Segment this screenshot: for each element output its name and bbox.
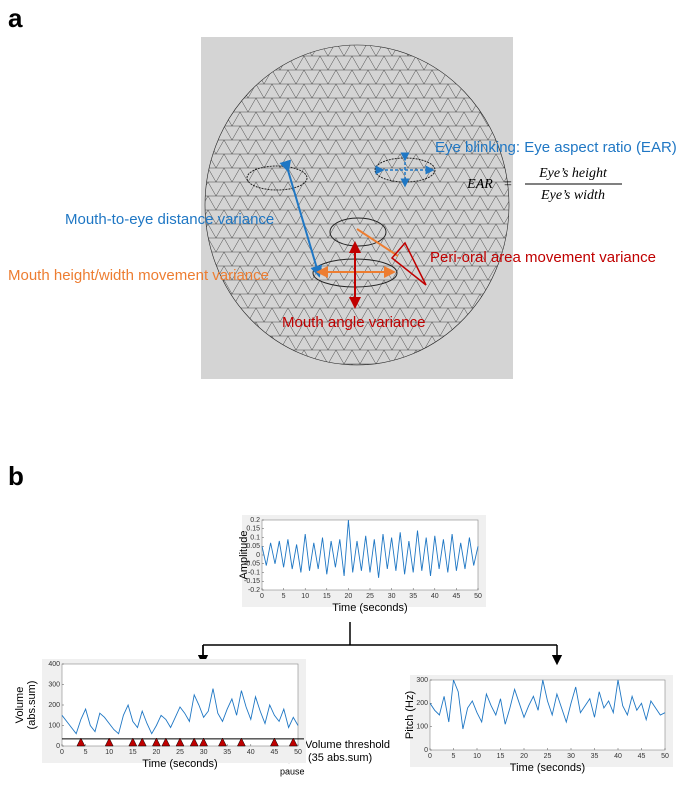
x-tick-label: 10	[473, 753, 481, 760]
y-tick-label: -0.1	[248, 569, 260, 576]
annotation: Mouth angle variance	[282, 314, 425, 331]
pause-marker	[199, 737, 209, 747]
formula-lhs: EAR	[466, 177, 493, 192]
peri-oral-area	[390, 241, 427, 286]
x-tick-label: 25	[544, 753, 552, 760]
pause-marker	[288, 737, 298, 747]
pause-marker	[175, 737, 185, 747]
x-tick-label: 30	[567, 753, 575, 760]
y-tick-label: 0.05	[246, 543, 260, 550]
x-axis-label: Time (seconds)	[142, 758, 217, 770]
x-tick-label: 0	[428, 753, 432, 760]
x-tick-label: 10	[105, 749, 113, 756]
x-tick-label: 15	[497, 753, 505, 760]
y-axis-label: (abs.sum)	[26, 681, 38, 730]
y-tick-label: 0	[424, 747, 428, 754]
pause-marker	[218, 737, 227, 747]
y-tick-label: 0.2	[250, 517, 260, 524]
plot-area	[61, 663, 299, 747]
peri-oral-line	[356, 228, 399, 257]
x-tick-label: 30	[200, 749, 208, 756]
x-tick-label: 5	[452, 753, 456, 760]
y-tick-label: 100	[416, 724, 428, 731]
y-tick-label: 0	[256, 552, 260, 559]
y-tick-label: 100	[48, 722, 60, 729]
line-series	[61, 688, 299, 735]
panel-label: a	[8, 3, 23, 33]
x-tick-label: 0	[60, 749, 64, 756]
x-tick-label: 20	[520, 753, 528, 760]
pause-label: pause	[280, 766, 305, 776]
x-tick-label: 20	[345, 593, 353, 600]
x-tick-label: 35	[409, 593, 417, 600]
x-tick-label: 30	[388, 593, 396, 600]
x-tick-label: 40	[431, 593, 439, 600]
pause-marker	[189, 737, 199, 747]
panel-label: b	[8, 461, 24, 491]
y-axis-label: Volume	[14, 687, 26, 724]
formula-denominator: Eye’s width	[540, 188, 605, 203]
x-tick-label: 15	[129, 749, 137, 756]
x-tick-label: 50	[474, 593, 482, 600]
y-tick-label: 0	[56, 743, 60, 750]
x-tick-label: 50	[661, 753, 669, 760]
formula-numerator: Eye’s height	[538, 166, 608, 181]
threshold-label: Volume threshold	[305, 739, 390, 751]
pause-marker	[151, 737, 161, 747]
y-axis-label: Amplitude	[238, 531, 250, 580]
pause-marker	[128, 737, 138, 747]
x-tick-label: 10	[301, 593, 309, 600]
x-tick-label: 35	[591, 753, 599, 760]
mouth-eye-arrow	[279, 159, 323, 278]
pause-marker	[269, 737, 279, 747]
x-tick-label: 25	[176, 749, 184, 756]
pause-marker	[76, 737, 86, 747]
y-axis-label: Pitch (Hz)	[404, 691, 416, 739]
x-tick-label: 5	[282, 593, 286, 600]
x-tick-label: 0	[260, 593, 264, 600]
pause-marker	[161, 737, 171, 747]
x-tick-label: 5	[84, 749, 88, 756]
x-axis-label: Time (seconds)	[332, 602, 407, 614]
annotation: Mouth-to-eye distance variance	[65, 211, 274, 228]
x-tick-label: 40	[614, 753, 622, 760]
y-tick-label: 400	[48, 661, 60, 668]
x-tick-label: 45	[271, 749, 279, 756]
x-tick-label: 40	[247, 749, 255, 756]
formula-eq: =	[504, 177, 512, 192]
line-series	[429, 679, 666, 730]
annotation: Mouth height/width movement variance	[8, 267, 269, 284]
y-tick-label: 300	[416, 677, 428, 684]
y-tick-label: -0.15	[244, 578, 260, 585]
x-tick-label: 25	[366, 593, 374, 600]
line-series	[261, 519, 479, 578]
x-tick-label: 35	[223, 749, 231, 756]
y-tick-label: 300	[48, 681, 60, 688]
annotation: Peri-oral area movement variance	[430, 249, 656, 266]
annotation: Eye blinking: Eye aspect ratio (EAR)	[435, 139, 677, 156]
y-tick-label: 0.1	[250, 534, 260, 541]
y-tick-label: 0.15	[246, 526, 260, 533]
tree-connector	[202, 622, 557, 660]
y-tick-label: -0.05	[244, 561, 260, 568]
x-tick-label: 45	[453, 593, 461, 600]
pause-marker	[137, 737, 147, 747]
x-axis-label: Time (seconds)	[510, 762, 585, 774]
x-tick-label: 20	[153, 749, 161, 756]
y-tick-label: 200	[48, 702, 60, 709]
x-tick-label: 15	[323, 593, 331, 600]
x-tick-label: 45	[638, 753, 646, 760]
pause-marker	[104, 737, 114, 747]
x-tick-label: 50	[294, 749, 302, 756]
y-tick-label: 200	[416, 700, 428, 707]
plot-area	[429, 679, 666, 751]
face-mesh	[204, 44, 510, 366]
pause-marker	[236, 737, 246, 747]
threshold-note: (35 abs.sum)	[308, 752, 372, 764]
y-tick-label: -0.2	[248, 587, 260, 594]
